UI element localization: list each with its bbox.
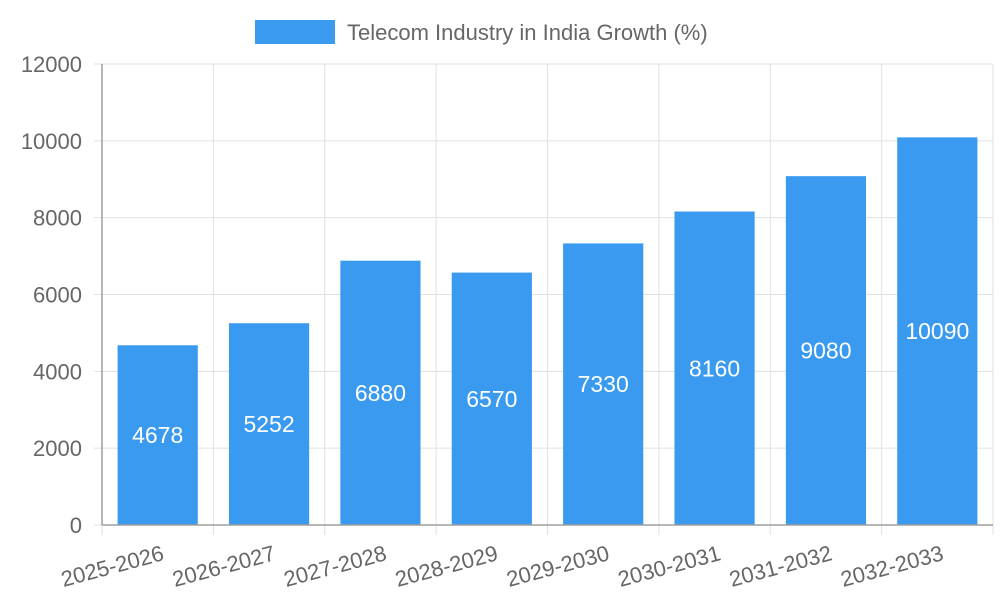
y-tick-label: 0 — [70, 513, 82, 538]
bar — [897, 137, 978, 525]
bar-value-label: 4678 — [132, 422, 183, 448]
bar-value-label: 9080 — [800, 338, 851, 364]
x-tick-label: 2032-2033 — [838, 540, 946, 591]
y-axis-ticks: 0 2000 4000 6000 8000 10000 12000 — [21, 52, 82, 538]
x-tick-label: 2026-2027 — [170, 540, 278, 591]
bar — [340, 260, 421, 525]
legend-swatch — [255, 20, 335, 44]
legend-label: Telecom Industry in India Growth (%) — [347, 20, 708, 45]
data-labels: 4678 5252 6880 6570 7330 8160 9080 10090 — [132, 318, 969, 448]
bar-value-label: 10090 — [905, 318, 969, 344]
y-tick-label: 10000 — [21, 129, 82, 154]
y-tick-label: 2000 — [33, 436, 82, 461]
bar — [451, 272, 532, 525]
bar — [563, 243, 644, 526]
x-tick-label: 2029-2030 — [504, 540, 612, 591]
bar-value-label: 6570 — [466, 386, 517, 412]
x-tick-label: 2031-2032 — [727, 540, 835, 591]
y-tick-label: 12000 — [21, 52, 82, 77]
bar — [117, 345, 198, 525]
x-tick-label: 2030-2031 — [615, 540, 723, 591]
y-tick-label: 4000 — [33, 359, 82, 384]
axes — [101, 64, 993, 526]
legend: Telecom Industry in India Growth (%) — [255, 20, 708, 45]
x-tick-label: 2027-2028 — [281, 540, 389, 591]
y-tick-label: 8000 — [33, 206, 82, 231]
bar-value-label: 6880 — [355, 380, 406, 406]
bars — [117, 137, 978, 526]
bar-value-label: 7330 — [578, 371, 629, 397]
x-tick-label: 2025-2026 — [58, 540, 166, 591]
bar-value-label: 8160 — [689, 355, 740, 381]
bar-value-label: 5252 — [243, 411, 294, 437]
x-axis-ticks: 2025-2026 2026-2027 2027-2028 2028-2029 2029… — [58, 540, 946, 591]
x-tick-label: 2028-2029 — [392, 540, 500, 591]
bar — [785, 176, 867, 525]
bar — [228, 323, 310, 525]
y-tick-label: 6000 — [33, 283, 82, 308]
bar — [674, 211, 755, 525]
